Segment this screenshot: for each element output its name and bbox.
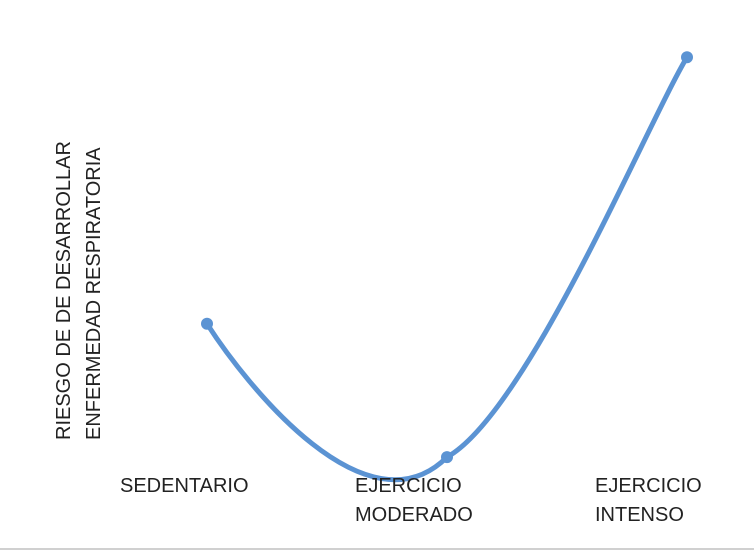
y-axis-label: RIESGO DE DE DESARROLLAR bbox=[53, 141, 75, 440]
point bbox=[441, 451, 453, 464]
x-tick-label: EJERCICIO MODERADO bbox=[355, 475, 473, 526]
point bbox=[681, 51, 693, 64]
y-axis-label: ENFERMEDAD RESPIRATORIA bbox=[83, 147, 105, 440]
line bbox=[204, 54, 690, 483]
point bbox=[201, 317, 213, 330]
x-tick-label: EJERCICIO INTENSO bbox=[595, 475, 702, 526]
x-tick-label: SEDENTARIO bbox=[120, 475, 249, 497]
